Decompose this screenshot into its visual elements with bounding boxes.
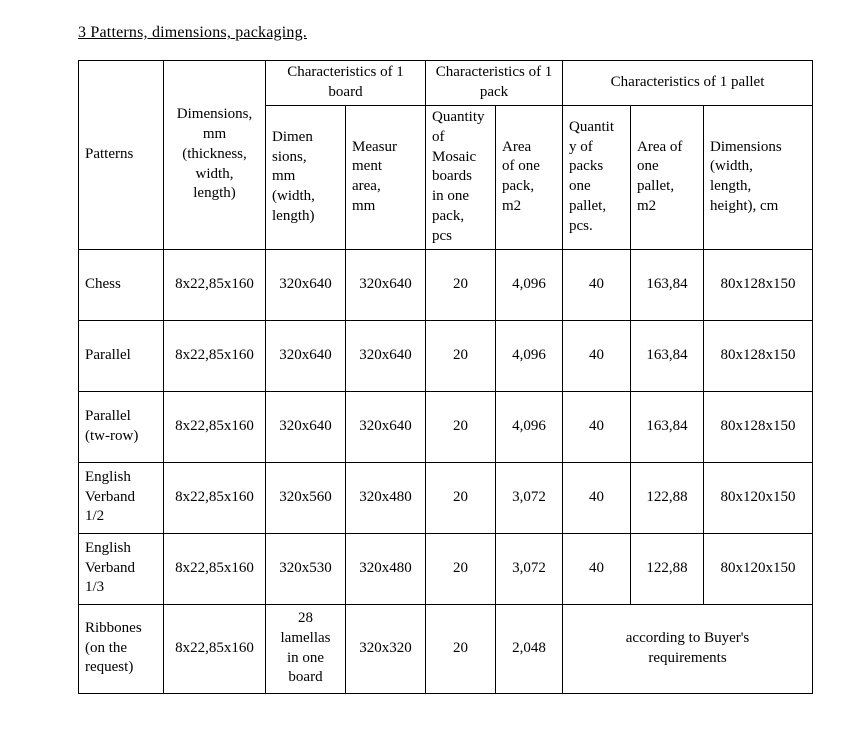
cell-pack-area: 3,072	[494, 461, 564, 534]
patterns-table: Patterns Dimensions, mm (thickness, widt…	[78, 60, 814, 694]
header-pallet-area: Area of one pallet, m2	[630, 105, 705, 250]
cell-pallet-area: 163,84	[630, 390, 705, 463]
cell-dims: 8x22,85x160	[163, 461, 266, 534]
table-row: Ribbones (on the request) 8x22,85x160 28…	[78, 603, 814, 694]
header-board-measurement: Measur ment area, mm	[345, 105, 426, 250]
cell-pallet-qty: 40	[562, 532, 632, 605]
table-row: Parallel 8x22,85x160 320x640 320x640 20 …	[78, 319, 814, 392]
cell-pack-area: 4,096	[494, 390, 564, 463]
cell-pattern: Chess	[78, 248, 164, 321]
cell-board-dims: 28 lamellas in one board	[265, 603, 346, 694]
cell-pack-area: 3,072	[494, 532, 564, 605]
cell-dims: 8x22,85x160	[163, 248, 266, 321]
table-row: English Verband 1/3 8x22,85x160 320x530 …	[78, 532, 814, 605]
cell-pallet-dims: 80x128x150	[703, 319, 814, 392]
cell-board-dims: 320x640	[265, 390, 346, 463]
cell-pattern: English Verband 1/3	[78, 532, 164, 605]
cell-pallet-area: 163,84	[630, 319, 705, 392]
cell-pallet-dims: 80x128x150	[703, 248, 814, 321]
cell-pallet-area: 122,88	[630, 532, 705, 605]
cell-board-area: 320x640	[345, 390, 426, 463]
header-board-dimensions: Dimen sions, mm (width, length)	[265, 105, 346, 250]
cell-board-area: 320x320	[345, 603, 426, 694]
cell-board-dims: 320x560	[265, 461, 346, 534]
cell-pattern: Ribbones (on the request)	[78, 603, 164, 694]
cell-dims: 8x22,85x160	[163, 319, 266, 392]
table-row: Parallel (tw-row) 8x22,85x160 320x640 32…	[78, 390, 814, 463]
cell-pallet-note: according to Buyer's requirements	[562, 603, 814, 694]
cell-pallet-area: 122,88	[630, 461, 705, 534]
header-pallet-quantity: Quantit y of packs one pallet, pcs.	[562, 105, 632, 250]
cell-pallet-area: 163,84	[630, 248, 705, 321]
cell-dims: 8x22,85x160	[163, 532, 266, 605]
cell-board-area: 320x640	[345, 319, 426, 392]
cell-pallet-qty: 40	[562, 461, 632, 534]
cell-pack-area: 2,048	[494, 603, 564, 694]
cell-board-dims: 320x640	[265, 319, 346, 392]
cell-pack-qty: 20	[425, 532, 496, 605]
cell-pack-area: 4,096	[494, 319, 564, 392]
cell-board-area: 320x480	[345, 461, 426, 534]
cell-pallet-dims: 80x128x150	[703, 390, 814, 463]
cell-board-dims: 320x530	[265, 532, 346, 605]
cell-pack-qty: 20	[425, 248, 496, 321]
cell-board-area: 320x640	[345, 248, 426, 321]
header-patterns: Patterns	[78, 60, 164, 250]
cell-pallet-qty: 40	[562, 319, 632, 392]
header-pack-group: Characteristics of 1 pack	[424, 60, 564, 106]
cell-pattern: Parallel (tw-row)	[78, 390, 164, 463]
header-pallet-dimensions: Dimensions (width, length, height), cm	[703, 105, 814, 250]
header-pack-area: Area of one pack, m2	[494, 105, 564, 250]
cell-pallet-dims: 80x120x150	[703, 461, 814, 534]
cell-pack-qty: 20	[425, 603, 496, 694]
cell-pallet-dims: 80x120x150	[703, 532, 814, 605]
cell-pattern: Parallel	[78, 319, 164, 392]
header-board-group: Characteristics of 1 board	[265, 60, 426, 106]
cell-pack-qty: 20	[425, 461, 496, 534]
section-heading: 3 Patterns, dimensions, packaging.	[78, 24, 307, 41]
cell-pallet-qty: 40	[562, 248, 632, 321]
cell-dims: 8x22,85x160	[163, 390, 266, 463]
cell-board-dims: 320x640	[265, 248, 346, 321]
cell-pack-qty: 20	[425, 319, 496, 392]
header-pallet-group: Characteristics of 1 pallet	[562, 60, 814, 106]
cell-dims: 8x22,85x160	[163, 603, 266, 694]
header-pack-quantity: Quantity of Mosaic boards in one pack, p…	[425, 105, 496, 250]
cell-pack-qty: 20	[425, 390, 496, 463]
cell-pack-area: 4,096	[494, 248, 564, 321]
header-dimensions: Dimensions, mm (thickness, width, length…	[163, 60, 266, 250]
header-sub-row: Dimen sions, mm (width, length) Measur m…	[79, 105, 814, 250]
table-row: Chess 8x22,85x160 320x640 320x640 20 4,0…	[78, 248, 814, 321]
cell-pattern: English Verband 1/2	[78, 461, 164, 534]
table-row: English Verband 1/2 8x22,85x160 320x560 …	[78, 461, 814, 534]
cell-board-area: 320x480	[345, 532, 426, 605]
cell-pallet-qty: 40	[562, 390, 632, 463]
header-group-row: Patterns Dimensions, mm (thickness, widt…	[78, 60, 814, 250]
